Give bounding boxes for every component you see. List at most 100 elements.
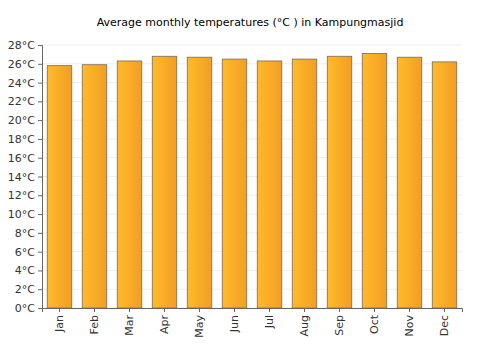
x-tick-mark [94, 308, 95, 312]
y-tick: 14°C [8, 171, 42, 184]
x-axis: Jan Feb Mar Apr May Jun Jul Aug Sep Oct Nov Dec [43, 308, 463, 338]
y-tick: 4°C [15, 264, 42, 277]
y-tick-label: 16°C [8, 152, 35, 165]
y-tick-mark [38, 158, 42, 159]
bar [327, 56, 352, 308]
y-tick: 10°C [8, 208, 42, 221]
y-tick-label: 12°C [8, 189, 35, 202]
x-tick: Apr [158, 308, 171, 334]
y-tick: 2°C [15, 283, 42, 296]
y-tick: 20°C [8, 114, 42, 127]
x-tick: Jan [53, 308, 66, 333]
x-tick-label: Feb [88, 315, 101, 334]
x-tick-label: Nov [403, 315, 416, 337]
bar [222, 59, 247, 308]
x-tick-label: Mar [123, 315, 136, 336]
bar [187, 57, 212, 308]
y-tick-mark [38, 83, 42, 84]
bar [432, 62, 457, 308]
grid-line [42, 45, 462, 46]
x-tick-mark [339, 308, 340, 312]
x-tick: Nov [403, 308, 416, 336]
x-tick-mark [59, 308, 60, 312]
x-tick-mark [374, 308, 375, 312]
x-axis-line [43, 309, 463, 313]
y-tick: 0°C [15, 302, 42, 315]
x-tick: May [193, 308, 206, 338]
y-tick-label: 22°C [8, 95, 35, 108]
y-tick-mark [38, 120, 42, 121]
y-tick-mark [38, 101, 42, 102]
x-tick-mark [234, 308, 235, 312]
bar [117, 61, 142, 308]
y-tick-label: 28°C [8, 39, 35, 52]
y-tick-mark [38, 289, 42, 290]
x-tick-mark [164, 308, 165, 312]
x-tick: Jun [228, 308, 241, 333]
bar [47, 66, 72, 308]
y-tick: 12°C [8, 189, 42, 202]
y-tick-mark [38, 308, 42, 309]
x-tick-mark [409, 308, 410, 312]
y-tick-label: 10°C [8, 208, 35, 221]
chart-svg: Average monthly temperatures (°C ) in Ka… [0, 0, 500, 350]
x-tick: Mar [123, 308, 136, 336]
y-tick-mark [38, 139, 42, 140]
x-tick-mark [199, 308, 200, 312]
bar [397, 57, 422, 308]
x-tick-label: Oct [368, 314, 381, 334]
y-tick: 16°C [8, 152, 42, 165]
y-tick-label: 6°C [15, 246, 35, 259]
y-tick-label: 24°C [8, 77, 35, 90]
y-tick: 18°C [8, 133, 42, 146]
y-tick-mark [38, 214, 42, 215]
grid [42, 45, 462, 308]
x-tick: Jul [263, 308, 276, 329]
x-tick: Feb [88, 308, 101, 334]
bar [152, 56, 177, 308]
y-tick: 26°C [8, 58, 42, 71]
x-tick-label: Apr [158, 315, 171, 335]
y-tick-mark [38, 233, 42, 234]
x-tick-label: May [193, 315, 206, 338]
x-tick: Oct [368, 308, 381, 334]
chart-title: Average monthly temperatures (°C ) in Ka… [97, 16, 404, 29]
x-tick-label: Aug [298, 315, 311, 336]
x-tick-mark [129, 308, 130, 312]
y-axis: 0°C 2°C 4°C 6°C 8°C 10°C 12°C 14°C 16°C 18°C 20°C 2… [8, 39, 43, 315]
bars [47, 53, 457, 308]
y-tick-mark [38, 64, 42, 65]
x-tick-mark [444, 308, 445, 312]
x-tick-mark [269, 308, 270, 312]
bar [82, 65, 107, 308]
chart-container: Average monthly temperatures (°C ) in Ka… [0, 0, 500, 350]
x-tick-label: Dec [438, 315, 451, 336]
x-tick: Sep [333, 308, 346, 336]
x-tick: Aug [298, 308, 311, 336]
y-tick: 22°C [8, 95, 42, 108]
bar [362, 53, 387, 308]
y-tick-mark [38, 45, 42, 46]
bar [257, 61, 282, 308]
y-tick-mark [38, 177, 42, 178]
y-tick-mark [38, 270, 42, 271]
y-tick-label: 0°C [15, 302, 35, 315]
y-tick-label: 18°C [8, 133, 35, 146]
x-tick-label: Jun [228, 315, 241, 333]
x-tick-label: Jul [263, 315, 276, 329]
y-tick: 6°C [15, 246, 42, 259]
x-tick: Dec [438, 308, 451, 336]
x-tick-label: Jan [53, 315, 66, 333]
plot: 0°C 2°C 4°C 6°C 8°C 10°C 12°C 14°C 16°C 18°C 20°C 2… [8, 39, 463, 338]
bar [292, 59, 317, 308]
y-tick-label: 2°C [15, 283, 35, 296]
y-axis-line [38, 46, 43, 309]
x-tick-mark [304, 308, 305, 312]
x-tick-label: Sep [333, 315, 346, 336]
y-tick-mark [38, 252, 42, 253]
y-tick: 24°C [8, 77, 42, 90]
y-tick-label: 4°C [15, 264, 35, 277]
y-tick-mark [38, 195, 42, 196]
y-tick-label: 8°C [15, 227, 35, 240]
y-tick-label: 14°C [8, 171, 35, 184]
